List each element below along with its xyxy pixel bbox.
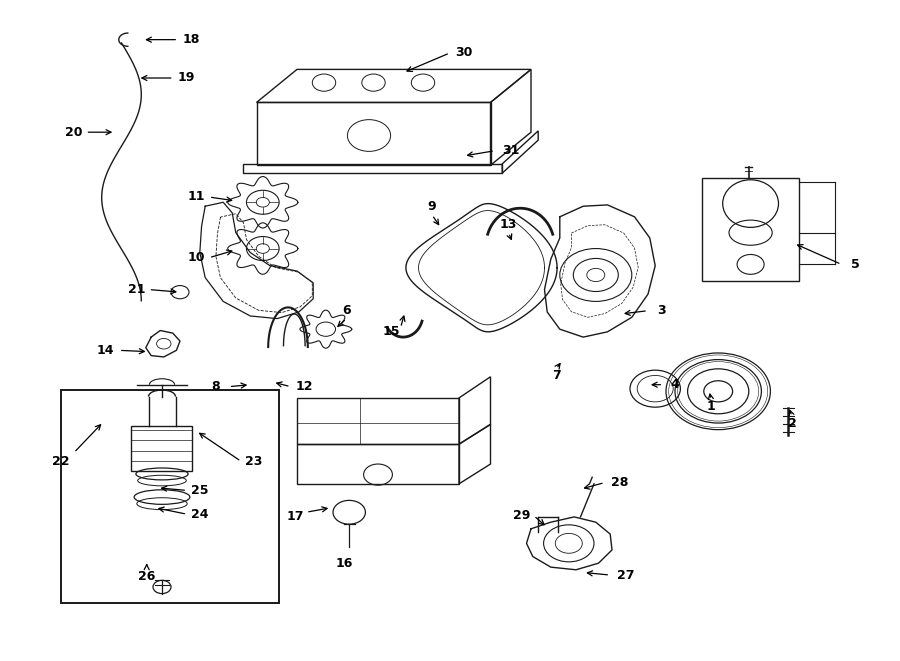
Text: 24: 24: [191, 508, 209, 521]
Text: 17: 17: [286, 510, 304, 524]
Text: 31: 31: [502, 144, 520, 157]
Bar: [61, 390, 279, 603]
Text: 9: 9: [428, 200, 436, 213]
Text: 19: 19: [177, 71, 195, 85]
Text: 16: 16: [335, 557, 353, 570]
Text: 14: 14: [96, 344, 114, 357]
Text: 3: 3: [657, 304, 666, 317]
Text: 29: 29: [513, 509, 531, 522]
Text: 21: 21: [128, 283, 146, 296]
Text: 26: 26: [138, 570, 156, 583]
Text: 27: 27: [616, 568, 634, 582]
Text: 15: 15: [382, 325, 400, 338]
Text: 30: 30: [454, 46, 472, 59]
Text: 6: 6: [342, 304, 351, 317]
Text: 18: 18: [182, 33, 200, 46]
Text: 11: 11: [187, 190, 205, 204]
Text: 5: 5: [850, 258, 860, 271]
Text: 23: 23: [245, 455, 263, 468]
Text: 7: 7: [552, 369, 561, 382]
Text: 2: 2: [788, 416, 796, 430]
Text: 20: 20: [65, 126, 83, 139]
Text: 1: 1: [706, 400, 716, 413]
Text: 13: 13: [500, 218, 518, 231]
Text: 10: 10: [187, 251, 205, 264]
Text: 12: 12: [295, 380, 313, 393]
Text: 8: 8: [212, 380, 220, 393]
Text: 22: 22: [52, 455, 70, 468]
Text: 28: 28: [610, 476, 628, 489]
Text: 4: 4: [670, 378, 680, 391]
Text: 25: 25: [191, 484, 209, 497]
Bar: [130, 426, 192, 471]
Bar: [702, 178, 799, 281]
